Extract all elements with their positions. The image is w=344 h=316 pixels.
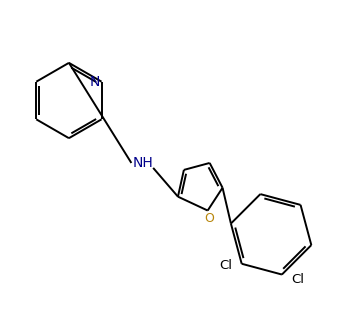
Text: Cl: Cl <box>219 259 232 272</box>
Text: Cl: Cl <box>291 273 304 286</box>
Text: O: O <box>205 212 215 225</box>
Text: NH: NH <box>133 156 154 170</box>
Text: N: N <box>89 75 100 89</box>
